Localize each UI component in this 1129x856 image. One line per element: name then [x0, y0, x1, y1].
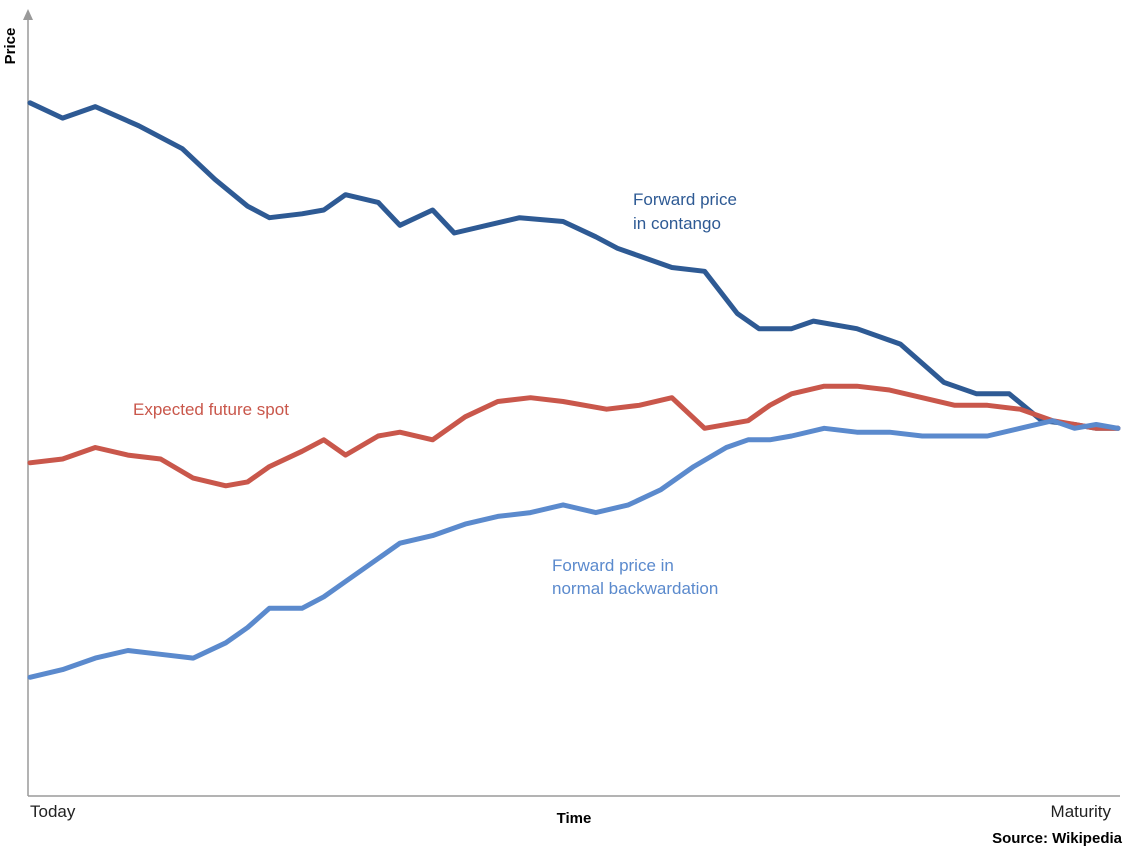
x-axis-title: Time [557, 810, 592, 827]
contango-annotation-line-2: in contango [633, 214, 721, 233]
y-axis-title: Price [2, 28, 19, 65]
backwardation-annotation: Forward price in normal backwardation [552, 556, 718, 598]
spot-annotation: Expected future spot [133, 400, 289, 419]
series-layer [27, 100, 1121, 680]
contango-annotation-line-1: Forward price [633, 190, 737, 209]
x-tick-label-start: Today [30, 802, 76, 821]
series-line-spot [27, 383, 1121, 489]
x-tick-label-end: Maturity [1051, 802, 1112, 821]
backwardation-annotation-line-2: normal backwardation [552, 579, 718, 598]
backwardation-annotation-line-1: Forward price in [552, 556, 674, 575]
series-line-backwardation [27, 418, 1121, 680]
contango-annotation: Forward price in contango [633, 190, 742, 233]
spot-annotation-line-1: Expected future spot [133, 400, 289, 419]
source-note: Source: Wikipedia [992, 830, 1123, 847]
y-axis-arrow-icon [23, 9, 33, 20]
series-line-contango [27, 100, 1121, 431]
